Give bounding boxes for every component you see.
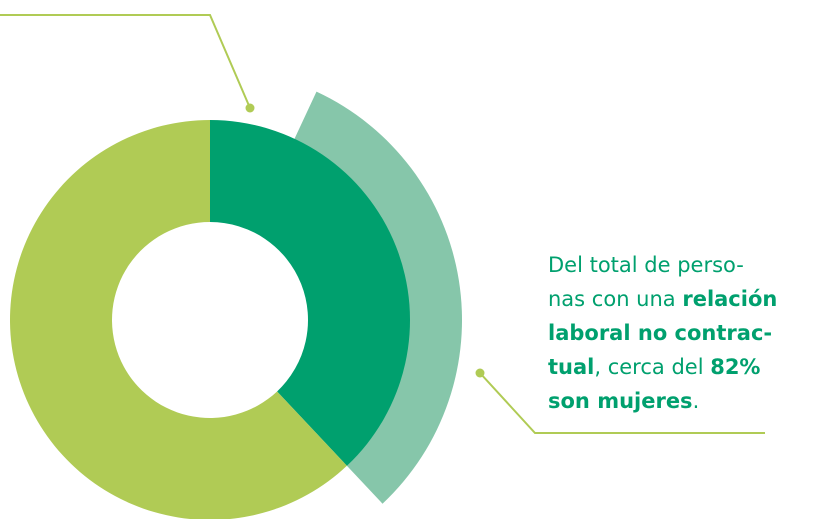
annotation-run: tual	[548, 355, 594, 379]
leader-line	[0, 14, 251, 109]
donut	[9, 91, 463, 519]
annotation-run: relación	[682, 287, 777, 311]
annotation-run: , cerca del	[594, 355, 710, 379]
highlight-arc	[292, 91, 463, 504]
donut-segment	[9, 120, 347, 519]
leader-line	[479, 372, 765, 434]
donut-segment	[210, 120, 410, 466]
leader-dot	[245, 103, 255, 113]
annotation: Del total de perso-nas con una relación l…	[548, 253, 777, 413]
annotation-run: laboral no contrac-	[548, 321, 772, 345]
annotation-run: son mujeres	[548, 389, 693, 413]
annotation-run: 82%	[710, 355, 760, 379]
annotation-run: nas con una	[548, 287, 682, 311]
leader-dot	[475, 368, 485, 378]
annotation-run: Del total de perso-	[548, 253, 744, 277]
annotation-run: .	[693, 389, 700, 413]
